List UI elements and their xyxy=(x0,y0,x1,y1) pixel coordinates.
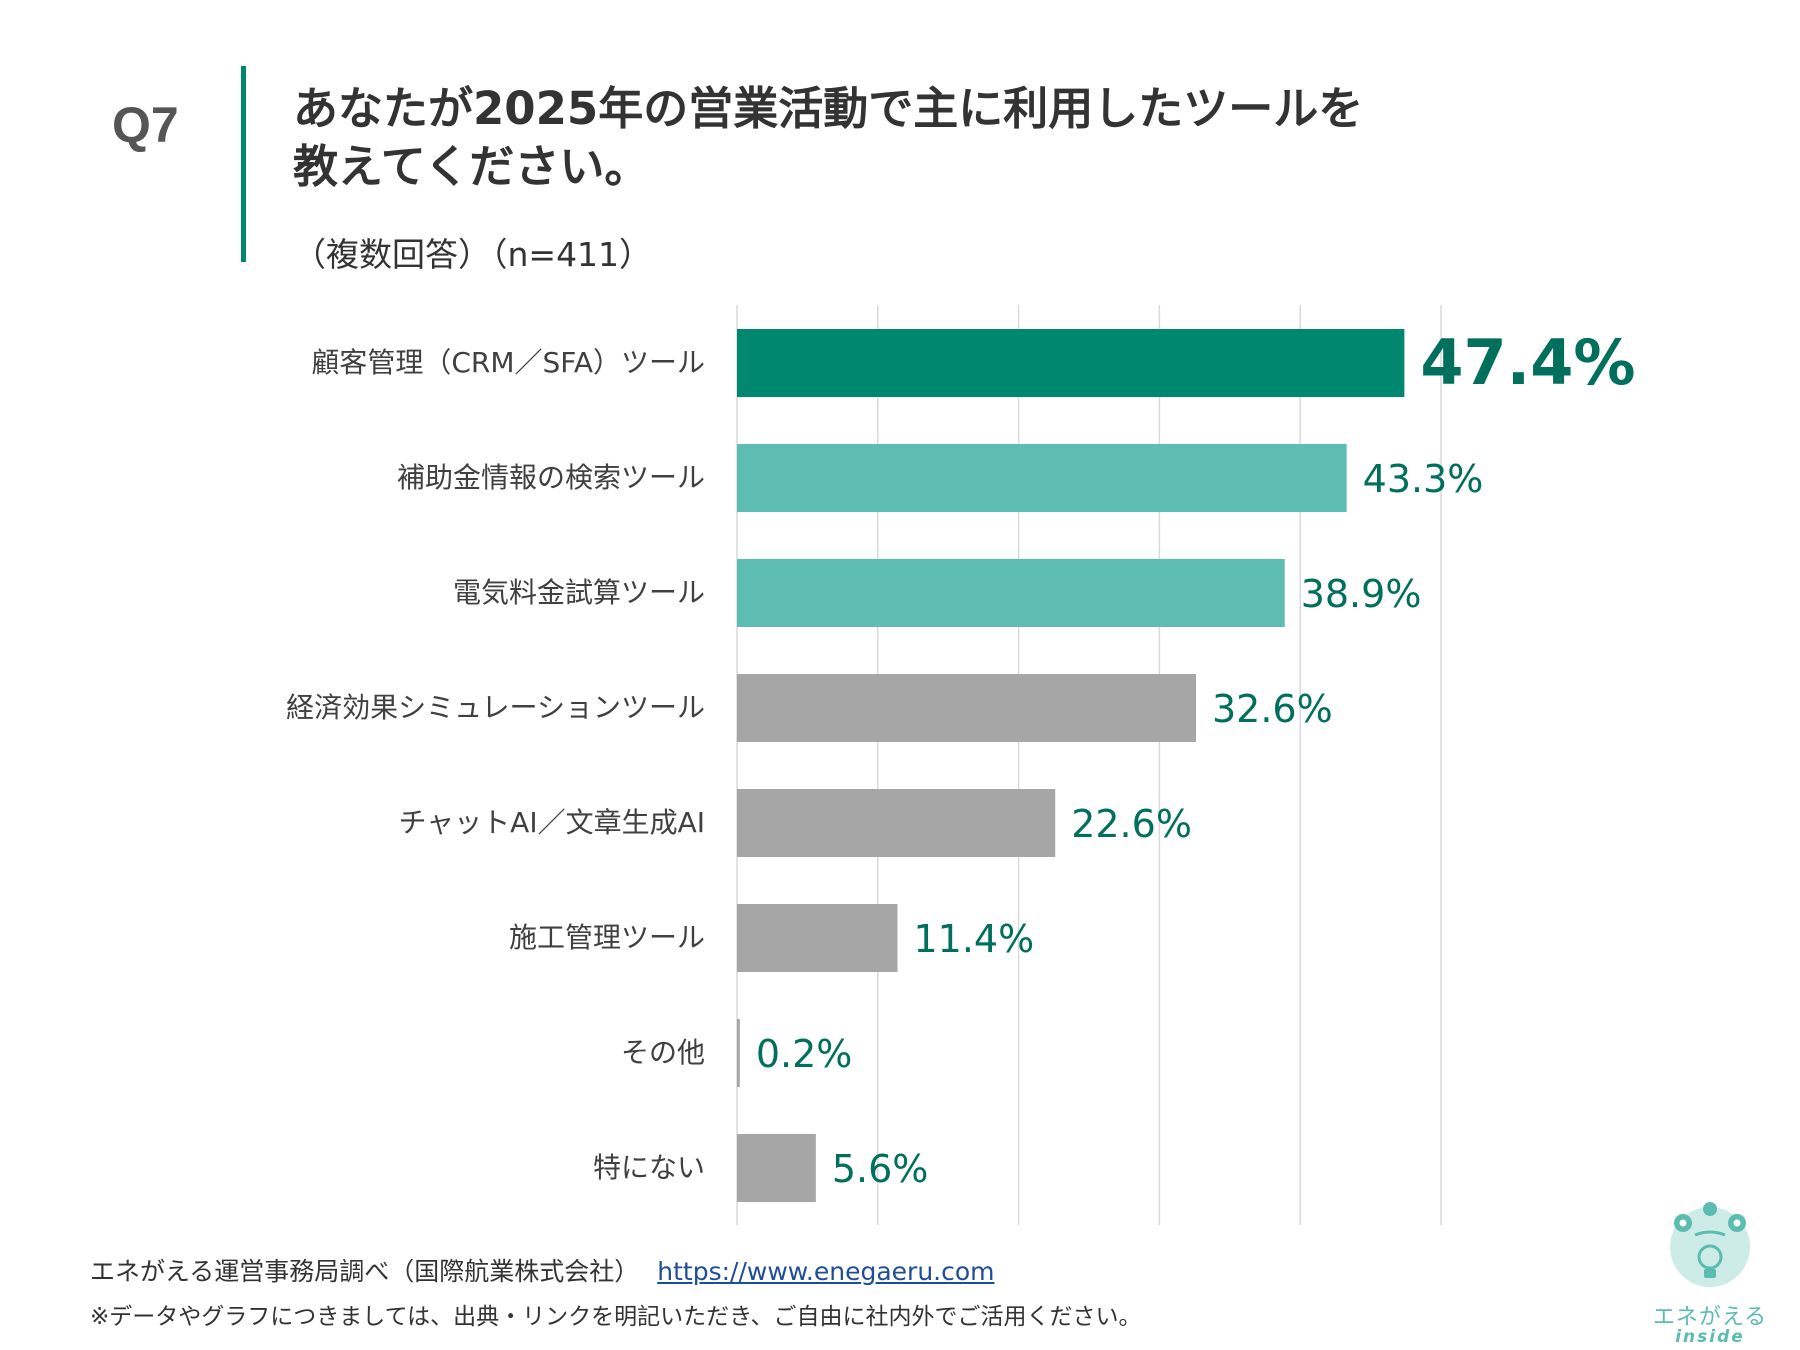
bar xyxy=(737,1019,740,1087)
bar xyxy=(737,1134,816,1202)
category-label: チャットAI／文章生成AI xyxy=(398,806,705,839)
bar xyxy=(737,559,1285,627)
data-label: 5.6% xyxy=(832,1147,929,1191)
category-label: 電気料金試算ツール xyxy=(453,576,705,609)
bar xyxy=(737,444,1347,512)
bar xyxy=(737,329,1405,397)
data-label: 43.3% xyxy=(1363,457,1484,501)
chart-title: あなたが2025年の営業活動で主に利用したツールを 教えてください。 xyxy=(293,80,1593,196)
bar xyxy=(737,674,1197,742)
source-credit: エネがえる運営事務局調べ（国際航業株式会社） https://www.enegae… xyxy=(90,1252,995,1288)
usage-note: ※データやグラフにつきましては、出典・リンクを明記いただき、ご自由に社内外でご活… xyxy=(90,1304,1142,1330)
category-label: 経済効果シミュレーションツール xyxy=(286,691,705,724)
title-line-2: 教えてください。 xyxy=(293,140,650,193)
title-line-1: あなたが2025年の営業活動で主に利用したツールを xyxy=(293,82,1364,135)
data-label: 32.6% xyxy=(1212,687,1333,731)
category-label: 特にない xyxy=(593,1151,705,1184)
data-label: 0.2% xyxy=(756,1032,853,1076)
logo-mark-icon xyxy=(1670,1202,1750,1287)
question-number: Q7 xyxy=(112,97,179,153)
data-label: 47.4% xyxy=(1420,326,1635,399)
title-accent-rule xyxy=(241,66,246,262)
source-text: エネがえる運営事務局調べ（国際航業株式会社） xyxy=(90,1257,640,1286)
bar xyxy=(737,904,898,972)
data-label: 38.9% xyxy=(1301,572,1422,616)
enegaeru-logo: エネがえる inside xyxy=(1635,1195,1785,1347)
data-label: 22.6% xyxy=(1071,802,1192,846)
logo-text: エネがえる xyxy=(1652,1305,1768,1330)
data-label: 11.4% xyxy=(914,917,1035,961)
category-label: 補助金情報の検索ツール xyxy=(397,461,705,494)
category-label: 顧客管理（CRM／SFA）ツール xyxy=(311,346,705,379)
category-label: その他 xyxy=(621,1036,705,1069)
chart-subtitle: （複数回答）（n=411） xyxy=(293,235,653,274)
logo-subtext: inside xyxy=(1675,1327,1745,1347)
source-link[interactable]: https://www.enegaeru.com xyxy=(657,1257,995,1286)
bar xyxy=(737,789,1056,857)
bar-chart: 顧客管理（CRM／SFA）ツール 47.4% 補助金情報の検索ツール 43.3% 電気料… xyxy=(286,305,1635,1225)
category-label: 施工管理ツール xyxy=(509,921,705,954)
